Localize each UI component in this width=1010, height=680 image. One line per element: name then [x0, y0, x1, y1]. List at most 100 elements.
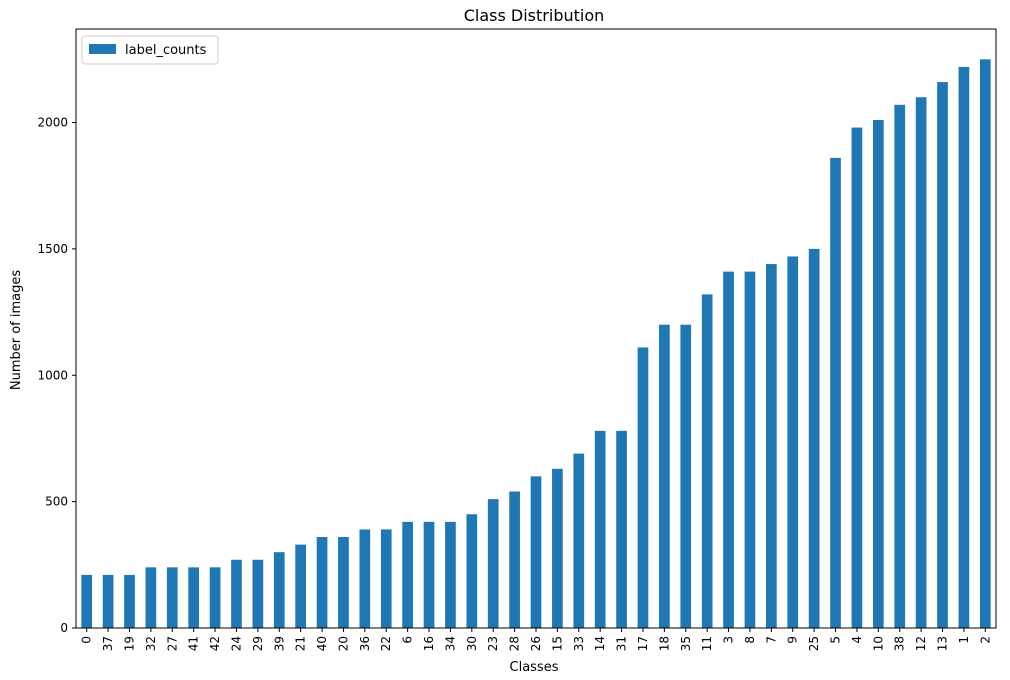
- legend-swatch: [89, 44, 116, 54]
- x-tick-label: 9: [786, 636, 800, 644]
- x-tick-label: 15: [550, 636, 564, 651]
- bar-39: [273, 552, 285, 628]
- bar-1: [958, 66, 970, 629]
- y-tick-label: 0: [60, 621, 68, 635]
- bar-4: [851, 127, 863, 629]
- bar-14: [594, 430, 606, 628]
- bar-26: [530, 476, 542, 628]
- y-axis-label: Number of images: [9, 270, 24, 391]
- bar-23: [487, 499, 499, 628]
- x-tick-label: 13: [936, 636, 950, 651]
- x-tick-label: 39: [272, 636, 286, 651]
- x-axis: 0 37 19 32 27 41 42 24 29 39 21 40 20 36 22 6 16 34 30 23 28…: [80, 628, 992, 651]
- bar-17: [637, 347, 649, 628]
- bar-7: [766, 264, 777, 628]
- x-tick-label: 32: [144, 636, 158, 651]
- bar-12: [915, 97, 927, 629]
- x-tick-label: 26: [529, 636, 543, 651]
- bar-40: [316, 537, 328, 628]
- x-tick-label: 12: [914, 636, 928, 651]
- x-tick-label: 0: [80, 636, 94, 644]
- x-tick-label: 27: [165, 636, 179, 651]
- legend: label_counts: [81, 35, 219, 65]
- x-tick-label: 22: [379, 636, 393, 651]
- x-tick-label: 17: [636, 636, 650, 651]
- x-tick-label: 10: [871, 636, 885, 651]
- x-tick-label: 3: [722, 636, 736, 644]
- bar-41: [188, 567, 200, 628]
- y-axis: 0 500 1000 1500 2000: [37, 116, 76, 635]
- x-tick-label: 37: [101, 636, 115, 651]
- bar-10: [872, 119, 884, 629]
- bar-29: [252, 559, 264, 628]
- bar-36: [359, 529, 371, 628]
- x-tick-label: 28: [508, 636, 522, 651]
- x-tick-label: 2: [978, 636, 992, 644]
- x-tick-label: 11: [700, 636, 714, 651]
- bar-20: [338, 537, 349, 628]
- plot-area: [81, 59, 991, 629]
- y-tick-label: 1500: [37, 242, 68, 256]
- bar-15: [552, 468, 563, 628]
- x-tick-label: 31: [615, 636, 629, 651]
- bar-6: [402, 521, 413, 628]
- bar-21: [295, 544, 306, 628]
- bar-30: [466, 514, 478, 628]
- x-tick-label: 24: [229, 636, 243, 651]
- bar-13: [937, 82, 948, 629]
- legend-label: label_counts: [125, 43, 207, 58]
- x-tick-label: 16: [422, 636, 436, 651]
- bar-3: [723, 271, 734, 628]
- x-tick-label: 33: [572, 636, 586, 651]
- bar-38: [894, 104, 906, 629]
- x-tick-label: 19: [122, 636, 136, 651]
- bar-18: [659, 324, 670, 628]
- x-tick-label: 7: [764, 636, 778, 644]
- x-tick-label: 34: [443, 636, 457, 651]
- bar-42: [209, 567, 221, 628]
- x-tick-label: 36: [358, 636, 372, 651]
- y-tick-label: 500: [45, 495, 68, 509]
- bar-24: [231, 559, 242, 628]
- bar-11: [701, 294, 713, 628]
- x-axis-label: Classes: [510, 660, 559, 675]
- x-tick-label: 23: [486, 636, 500, 651]
- bar-25: [808, 248, 820, 628]
- bar-2: [979, 59, 991, 629]
- bar-8: [744, 271, 756, 628]
- bar-35: [680, 324, 692, 628]
- bar-27: [166, 567, 178, 628]
- y-tick-label: 1000: [37, 368, 68, 382]
- x-tick-label: 4: [850, 636, 864, 644]
- bar-31: [616, 430, 627, 628]
- x-tick-label: 40: [315, 636, 329, 651]
- x-tick-label: 14: [593, 636, 607, 651]
- x-tick-label: 20: [336, 636, 350, 651]
- bar-22: [380, 529, 392, 628]
- bar-16: [423, 521, 435, 628]
- x-tick-label: 38: [893, 636, 907, 651]
- bar-28: [509, 491, 520, 628]
- x-tick-label: 6: [401, 636, 415, 644]
- x-tick-label: 41: [187, 636, 201, 651]
- x-tick-label: 21: [294, 636, 308, 651]
- bar-32: [145, 567, 157, 628]
- x-tick-label: 35: [679, 636, 693, 651]
- bar-34: [445, 521, 456, 628]
- x-tick-label: 29: [251, 636, 265, 651]
- bar-5: [830, 157, 841, 628]
- bar-19: [124, 574, 135, 628]
- bar-37: [102, 574, 114, 628]
- chart-title: Class Distribution: [464, 6, 605, 25]
- x-tick-label: 5: [829, 636, 843, 644]
- x-tick-label: 8: [743, 636, 757, 644]
- y-tick-label: 2000: [37, 116, 68, 130]
- x-tick-label: 18: [657, 636, 671, 651]
- x-tick-label: 1: [957, 636, 971, 644]
- x-tick-label: 25: [807, 636, 821, 651]
- x-tick-label: 42: [208, 636, 222, 651]
- legend-frame: [81, 35, 219, 65]
- bar-9: [787, 256, 799, 628]
- bar-33: [573, 453, 585, 628]
